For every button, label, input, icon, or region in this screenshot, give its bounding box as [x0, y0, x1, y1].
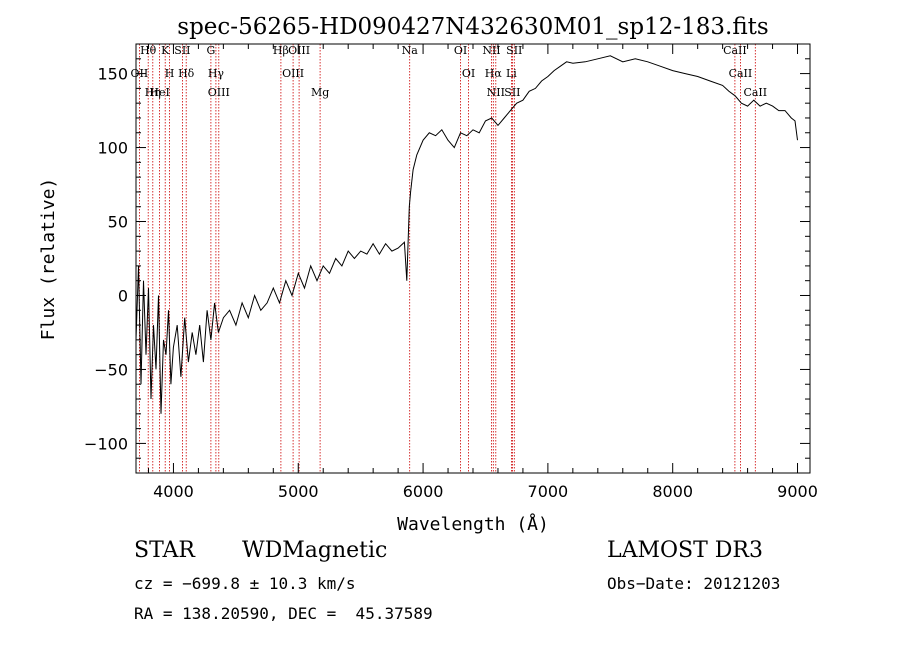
x-tick-label-2: 6000	[403, 482, 444, 501]
y-tick-label-4: 100	[97, 139, 128, 158]
x-tick-label-5: 9000	[777, 482, 818, 501]
line-label-12: OIII	[282, 67, 304, 80]
line-label-7: Hδ	[178, 67, 195, 80]
line-label-22: SII	[504, 86, 520, 99]
line-label-6: SII	[174, 44, 190, 57]
line-label-14: Mg	[311, 86, 329, 99]
line-label-16: OI	[454, 44, 467, 57]
y-tick-label-5: 150	[97, 65, 128, 84]
redshift-cz: cz = −699.8 ± 10.3 km/s	[134, 574, 356, 593]
line-label-13: OIII	[288, 44, 310, 57]
spectrum-series-line	[135, 55, 798, 414]
observation-date: Obs−Date: 20121203	[607, 574, 781, 593]
line-label-21: Li	[506, 67, 517, 80]
line-label-20: NII	[487, 86, 505, 99]
line-label-19: Hα	[485, 67, 503, 80]
line-label-10: OIII	[208, 86, 230, 99]
y-tick-label-3: 50	[108, 213, 128, 232]
x-tick-label-1: 5000	[278, 482, 319, 501]
y-tick-label-0: −100	[84, 434, 128, 453]
line-label-11: Hβ	[273, 44, 289, 57]
line-label-5: H	[165, 67, 175, 80]
line-label-26: CaII	[743, 86, 767, 99]
line-label-8: G	[207, 44, 216, 57]
y-tick-label-2: 0	[118, 286, 128, 305]
line-label-2: Hη	[145, 86, 161, 99]
chart-title: spec-56265-HD090427N432630M01_sp12-183.f…	[177, 14, 768, 40]
y-axis-label: Flux (relative)	[38, 178, 59, 341]
survey-name: LAMOST DR3	[607, 538, 763, 563]
line-label-25: CaII	[729, 67, 753, 80]
line-label-23: SII	[506, 44, 522, 57]
line-label-17: OI	[462, 67, 475, 80]
axis-ticks: 4000 5000 6000 7000 8000 9000 −100 −50 0 50 100 150	[84, 43, 818, 501]
line-label-3: HeI	[149, 86, 169, 99]
line-label-15: Na	[402, 44, 419, 57]
y-tick-label-1: −50	[94, 360, 128, 379]
object-subclass: WDMagnetic	[242, 538, 388, 563]
line-label-0: Hθ	[140, 44, 157, 57]
x-tick-label-0: 4000	[153, 482, 194, 501]
line-label-24: CaII	[723, 44, 747, 57]
line-markers	[138, 44, 756, 473]
ra-dec: RA = 138.20590, DEC = 45.37589	[134, 604, 433, 623]
x-tick-label-3: 7000	[528, 482, 569, 501]
axes-frame	[135, 43, 811, 474]
line-label-4: K	[161, 44, 170, 57]
line-label-18: NII	[482, 44, 500, 57]
x-tick-label-4: 8000	[652, 482, 693, 501]
x-axis-label: Wavelength (Å)	[397, 513, 549, 535]
object-class: STAR	[134, 538, 195, 563]
line-label-9: Hγ	[208, 67, 225, 80]
